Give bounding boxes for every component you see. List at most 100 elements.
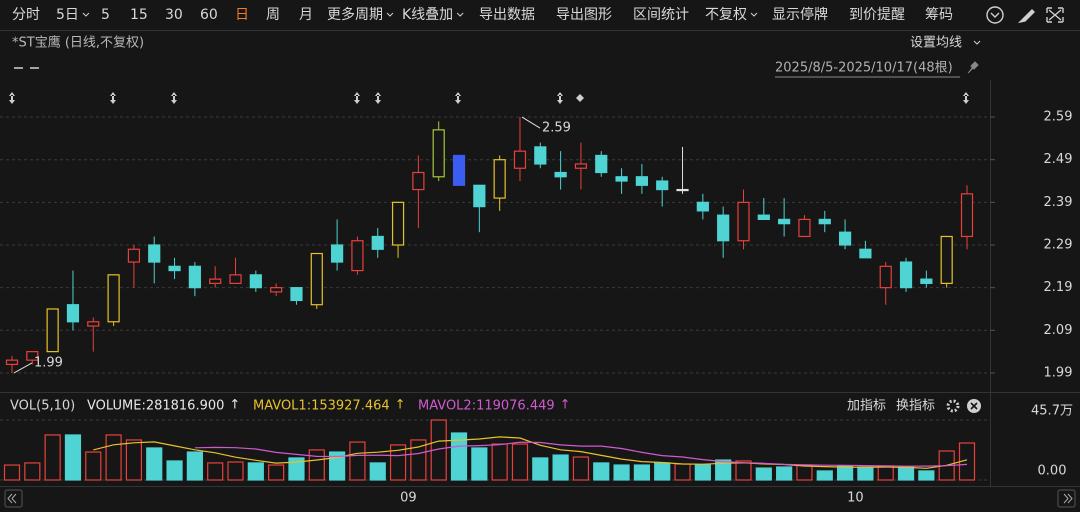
volume-bar bbox=[450, 432, 468, 481]
switch-indicator[interactable]: 换指标 bbox=[896, 399, 935, 414]
candle-body bbox=[879, 265, 892, 289]
settings-icon[interactable] bbox=[946, 399, 960, 413]
y-tick-label: 2.19 bbox=[1044, 280, 1073, 295]
event-marker[interactable] bbox=[171, 92, 177, 104]
dropdown-caret bbox=[386, 12, 394, 17]
volume-label: VOL(5,10) bbox=[10, 399, 75, 414]
candle-body bbox=[696, 201, 709, 212]
volume-bar bbox=[654, 462, 671, 481]
collapse-chevron bbox=[990, 12, 1000, 18]
toolbar-item[interactable]: 更多周期 bbox=[327, 6, 383, 23]
stock-title: *ST宝鹰 (日线,不复权) bbox=[12, 35, 144, 51]
scroll-right[interactable] bbox=[1057, 489, 1076, 508]
candle-body bbox=[635, 176, 648, 186]
candle-body bbox=[656, 180, 669, 191]
volume-bar bbox=[288, 457, 305, 481]
y-tick-label: 1.99 bbox=[1044, 365, 1073, 380]
x-tick-label: 09 bbox=[400, 491, 417, 506]
annotation-label: 1.99 bbox=[34, 355, 63, 370]
event-marker[interactable] bbox=[557, 92, 563, 104]
toolbar-item[interactable]: 分时 bbox=[12, 7, 40, 23]
dropdown-caret bbox=[750, 12, 758, 17]
toolbar-item[interactable]: 5日 bbox=[56, 7, 79, 23]
toolbar-item[interactable]: 导出图形 bbox=[556, 7, 612, 23]
event-marker[interactable] bbox=[455, 92, 461, 104]
toolbar-item[interactable]: 导出数据 bbox=[479, 7, 535, 23]
candle-body bbox=[290, 287, 303, 302]
brush-icon[interactable] bbox=[1017, 9, 1035, 24]
candle-body bbox=[940, 235, 953, 284]
scroll-right-icon bbox=[1063, 493, 1073, 504]
candle-body bbox=[838, 231, 852, 246]
volume-bar bbox=[776, 466, 793, 481]
ma-line bbox=[93, 436, 968, 469]
volume-bar bbox=[471, 447, 488, 481]
toolbar-item[interactable]: 月 bbox=[299, 7, 313, 23]
event-marker[interactable] bbox=[576, 94, 584, 102]
scroll-left[interactable] bbox=[4, 489, 23, 508]
volume-readout: MAVOL1:153927.464 bbox=[253, 399, 390, 414]
candle-body bbox=[310, 252, 323, 306]
volume-bar bbox=[897, 466, 915, 481]
fullscreen-icon[interactable] bbox=[1046, 7, 1064, 23]
toolbar-item[interactable]: 30 bbox=[165, 7, 183, 23]
candle-body bbox=[249, 274, 262, 289]
candle-body bbox=[412, 171, 425, 191]
ma-settings[interactable]: 设置均线 bbox=[910, 36, 962, 51]
range-label[interactable]: 2025/8/5-2025/10/17(48根) bbox=[775, 61, 953, 76]
event-marker[interactable] bbox=[375, 92, 381, 104]
candle-body bbox=[229, 274, 242, 284]
volume-bar bbox=[674, 463, 691, 481]
toolbar-item[interactable]: 60 bbox=[200, 7, 218, 23]
y-tick-label: 2.49 bbox=[1044, 152, 1073, 167]
event-marker[interactable] bbox=[9, 92, 15, 104]
toolbar-item[interactable]: 5 bbox=[101, 7, 110, 23]
volume-bar bbox=[44, 434, 61, 481]
y-tick-label: 2.39 bbox=[1044, 195, 1073, 210]
toolbar-item[interactable]: 显示停牌 bbox=[772, 6, 828, 23]
event-marker[interactable] bbox=[963, 92, 969, 104]
event-marker[interactable] bbox=[110, 92, 116, 104]
dropdown-caret bbox=[456, 12, 464, 17]
volume-bar bbox=[633, 464, 650, 481]
pin-icon[interactable] bbox=[967, 61, 979, 74]
candle-body bbox=[66, 304, 80, 323]
candle-body bbox=[209, 278, 222, 284]
volume-bar bbox=[552, 454, 569, 481]
toolbar-item[interactable]: 区间统计 bbox=[633, 7, 689, 23]
candle-body bbox=[960, 193, 974, 238]
toolbar-item[interactable]: 到价提醒 bbox=[849, 7, 905, 23]
candle-body bbox=[920, 278, 933, 284]
candle-body bbox=[554, 171, 567, 178]
toolbar-item[interactable]: 15 bbox=[130, 7, 148, 23]
collapse-icon[interactable] bbox=[986, 6, 1004, 24]
volume-bar bbox=[105, 434, 122, 481]
annotation-label: 2.59 bbox=[542, 121, 571, 136]
ma-settings-caret bbox=[973, 40, 981, 45]
toolbar-item[interactable]: 不复权 bbox=[705, 6, 747, 23]
volume-bar bbox=[877, 465, 894, 481]
candle-body bbox=[26, 351, 39, 361]
volume-bar bbox=[593, 462, 610, 481]
candle-body bbox=[818, 218, 831, 225]
candle-body bbox=[493, 159, 506, 199]
volume-bar bbox=[755, 467, 772, 481]
toolbar-item[interactable]: 周 bbox=[266, 7, 280, 23]
annotation-arrow bbox=[13, 362, 33, 374]
add-indicator[interactable]: 加指标 bbox=[847, 399, 886, 414]
volume-bar bbox=[430, 419, 447, 481]
toolbar-item[interactable]: 日 bbox=[235, 7, 249, 23]
volume-bar bbox=[410, 439, 427, 481]
volume-bar bbox=[3, 464, 21, 481]
volume-bar bbox=[64, 434, 82, 481]
candle-body bbox=[107, 274, 120, 323]
candle-body bbox=[615, 176, 628, 182]
candle-body bbox=[391, 201, 405, 246]
y-tick-label: 2.59 bbox=[1044, 110, 1073, 125]
toolbar-item[interactable]: K线叠加 bbox=[402, 7, 453, 23]
candle-body bbox=[778, 218, 791, 225]
candle-body bbox=[371, 235, 384, 250]
toolbar-item[interactable]: 筹码 bbox=[925, 6, 953, 23]
event-marker[interactable] bbox=[354, 92, 360, 104]
